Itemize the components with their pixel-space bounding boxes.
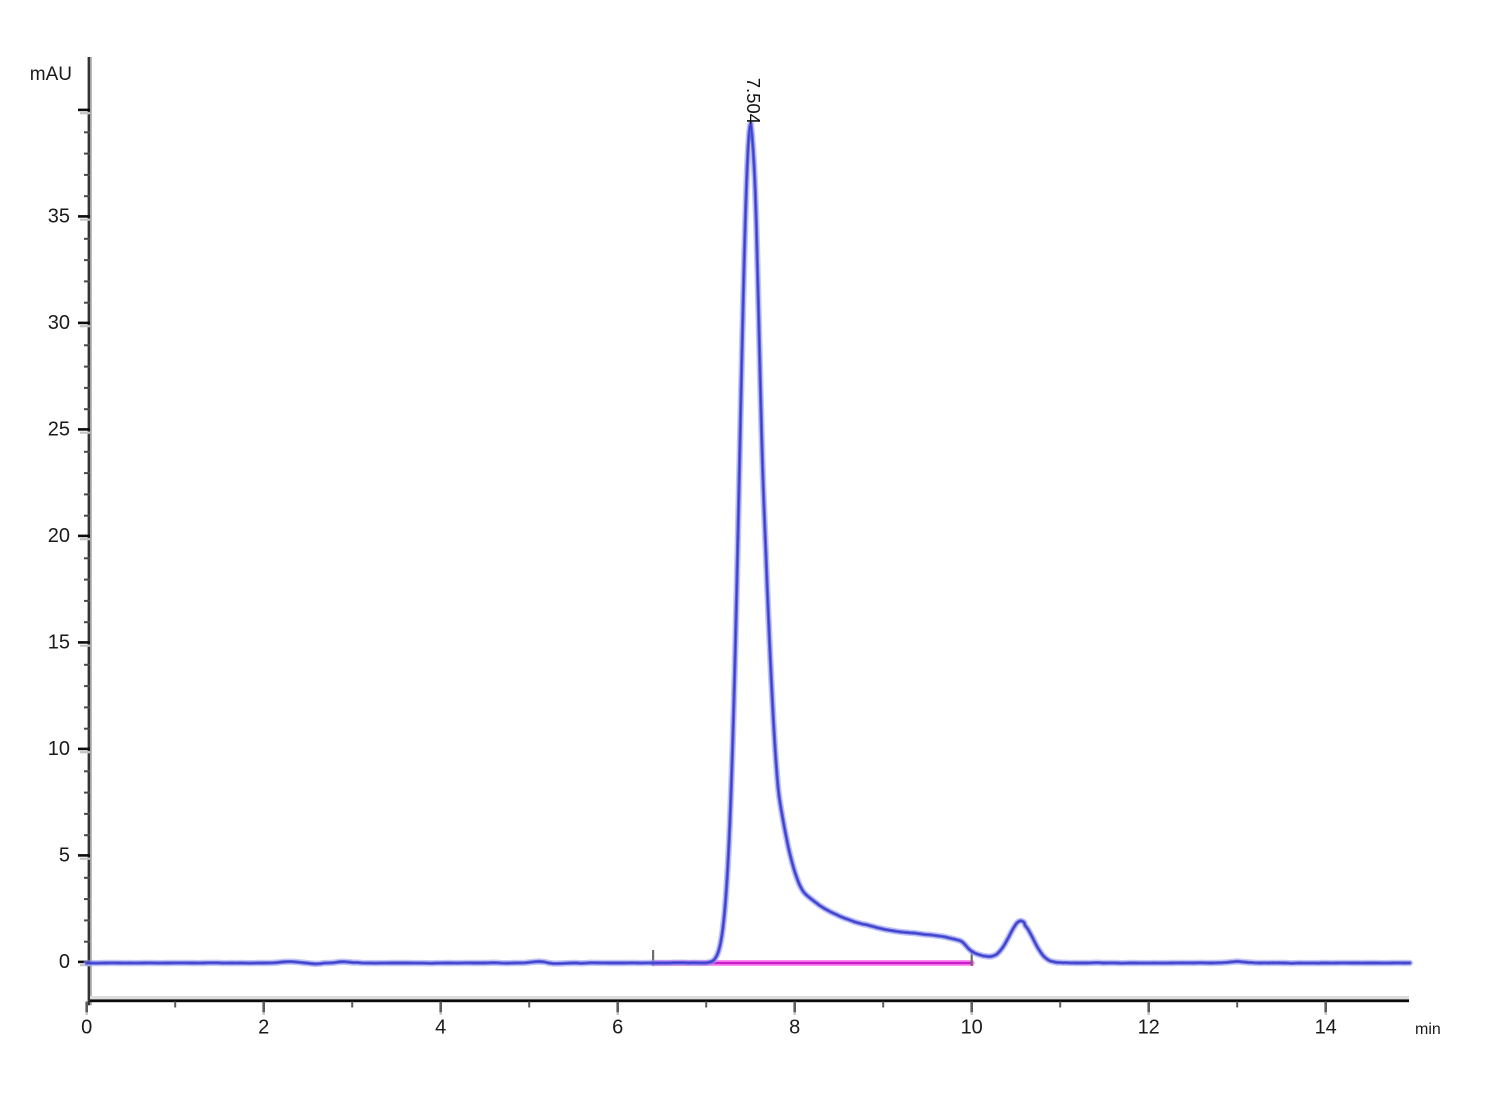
svg-text:15: 15 <box>48 632 70 654</box>
svg-text:min: min <box>1415 1021 1441 1038</box>
svg-text:30: 30 <box>48 312 70 334</box>
svg-text:8: 8 <box>789 1017 800 1039</box>
svg-text:10: 10 <box>48 738 70 760</box>
svg-text:6: 6 <box>612 1017 623 1039</box>
svg-text:10: 10 <box>961 1017 983 1039</box>
svg-text:2: 2 <box>258 1017 269 1039</box>
svg-text:4: 4 <box>435 1017 446 1039</box>
svg-text:12: 12 <box>1138 1017 1160 1039</box>
svg-text:35: 35 <box>48 206 70 228</box>
svg-text:20: 20 <box>48 525 70 547</box>
svg-text:14: 14 <box>1315 1017 1337 1039</box>
svg-text:0: 0 <box>59 951 70 973</box>
svg-text:mAU: mAU <box>30 64 72 85</box>
svg-text:7.504: 7.504 <box>743 78 764 124</box>
svg-text:0: 0 <box>81 1017 92 1039</box>
svg-text:25: 25 <box>48 419 70 441</box>
svg-text:5: 5 <box>59 845 70 867</box>
